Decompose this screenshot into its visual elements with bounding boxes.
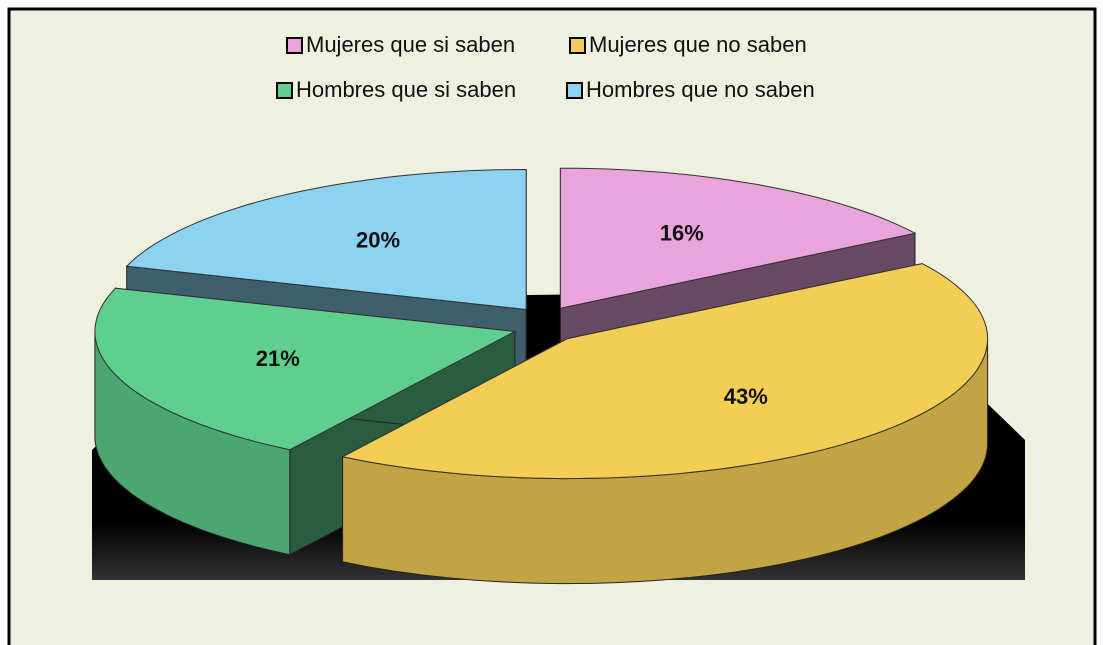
slice — [341, 263, 989, 480]
legend-label: Mujeres que no saben — [589, 32, 807, 57]
data-label: 21% — [256, 346, 300, 371]
slice — [559, 167, 917, 309]
legend-swatch — [286, 37, 303, 54]
data-label: 43% — [724, 384, 768, 409]
slice — [94, 287, 517, 451]
legend-swatch — [276, 82, 293, 99]
legend-label: Mujeres que si saben — [306, 32, 515, 57]
legend-swatch — [566, 82, 583, 99]
legend: Mujeres que si saben Mujeres que no saben… — [276, 32, 815, 102]
data-label: 16% — [660, 220, 704, 245]
data-label: 20% — [356, 227, 400, 252]
slice — [125, 168, 527, 311]
pie: 16% 43% 21% 20% — [94, 167, 989, 585]
legend-label: Hombres que si saben — [296, 77, 516, 102]
legend-swatch — [569, 37, 586, 54]
legend-label: Hombres que no saben — [586, 77, 815, 102]
